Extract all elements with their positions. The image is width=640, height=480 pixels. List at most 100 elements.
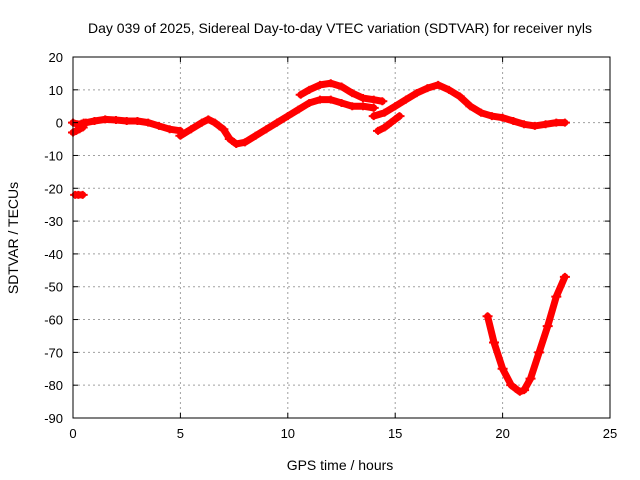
- data-point: [132, 116, 143, 125]
- series-arc-isolated: [70, 190, 88, 199]
- y-axis-label: SDTVAR / TECUs: [5, 182, 21, 294]
- data-point: [368, 103, 379, 112]
- x-tick-label: 5: [177, 426, 184, 441]
- series-layer: [68, 79, 570, 396]
- data-point: [143, 118, 154, 127]
- data-point: [293, 105, 304, 114]
- data-point: [209, 118, 220, 127]
- y-tick-label: 10: [49, 83, 63, 98]
- data-point: [385, 118, 396, 127]
- data-point: [304, 98, 315, 107]
- data-point: [239, 138, 250, 147]
- data-point: [357, 102, 368, 111]
- series-arc-main-2: [175, 95, 379, 148]
- series-line: [374, 112, 403, 135]
- data-point: [77, 190, 88, 199]
- ticks: 0 5 10 15 20 25 20 10 0 -10 -20 -30 -40 -50 -60 -70 -80 -…: [44, 50, 617, 441]
- data-point: [559, 118, 570, 127]
- data-point: [497, 364, 508, 373]
- series-line: [82, 115, 184, 135]
- data-point: [224, 135, 235, 144]
- data-point: [336, 98, 347, 107]
- data-point: [411, 89, 422, 98]
- x-axis-label: GPS time / hours: [287, 457, 394, 473]
- data-point: [433, 80, 444, 89]
- data-point: [422, 84, 433, 93]
- chart-title: Day 039 of 2025, Sidereal Day-to-day VTE…: [88, 20, 592, 36]
- data-point: [272, 118, 283, 127]
- data-point: [394, 112, 405, 121]
- data-point: [506, 381, 517, 390]
- data-point: [336, 82, 347, 91]
- data-point: [525, 374, 536, 383]
- data-point: [400, 95, 411, 104]
- data-point: [357, 94, 368, 103]
- y-tick-label: 20: [49, 50, 63, 65]
- x-tick-label: 10: [281, 426, 295, 441]
- y-tick-label: -20: [44, 181, 63, 196]
- data-point: [443, 85, 454, 94]
- data-point: [347, 102, 358, 111]
- data-point: [315, 95, 326, 104]
- x-tick-label: 25: [603, 426, 617, 441]
- data-point: [529, 121, 540, 130]
- data-point: [153, 121, 164, 130]
- data-point: [379, 108, 390, 117]
- plot-frame: [72, 56, 611, 419]
- data-point: [377, 97, 388, 106]
- y-tick-label: -80: [44, 378, 63, 393]
- series-arc-main-3: [368, 80, 570, 130]
- data-point: [110, 116, 121, 125]
- data-point: [390, 102, 401, 111]
- series-arc-dip: [482, 272, 570, 396]
- y-tick-label: 0: [56, 116, 63, 131]
- data-point: [186, 125, 197, 134]
- y-tick-label: -30: [44, 214, 63, 229]
- data-point: [100, 115, 111, 124]
- data-point: [551, 118, 562, 127]
- data-point: [519, 120, 530, 129]
- y-tick-label: -70: [44, 345, 63, 360]
- data-point: [368, 112, 379, 121]
- data-point: [519, 386, 530, 395]
- data-point: [325, 95, 336, 104]
- data-point: [315, 80, 326, 89]
- data-point: [540, 120, 551, 129]
- data-point: [89, 116, 100, 125]
- data-point: [489, 338, 500, 347]
- data-point: [203, 115, 214, 124]
- data-point: [368, 95, 379, 104]
- data-point: [282, 112, 293, 121]
- data-point: [465, 102, 476, 111]
- y-tick-label: -40: [44, 247, 63, 262]
- data-point: [476, 108, 487, 117]
- data-point: [231, 139, 242, 148]
- grid-lines: [73, 57, 610, 418]
- y-tick-label: -50: [44, 280, 63, 295]
- data-point: [454, 92, 465, 101]
- data-point: [347, 89, 358, 98]
- y-tick-label: -90: [44, 411, 63, 426]
- data-point: [295, 90, 306, 99]
- x-tick-label: 0: [69, 426, 76, 441]
- x-tick-label: 15: [388, 426, 402, 441]
- data-point: [551, 292, 562, 301]
- data-point: [196, 118, 207, 127]
- data-point: [497, 113, 508, 122]
- data-point: [261, 125, 272, 134]
- x-tick-label: 20: [495, 426, 509, 441]
- y-tick-label: -60: [44, 313, 63, 328]
- data-point: [379, 123, 390, 132]
- data-point: [559, 272, 570, 281]
- data-point: [482, 312, 493, 321]
- data-point: [534, 348, 545, 357]
- series-arc-mid-low: [373, 112, 405, 135]
- data-point: [164, 125, 175, 134]
- series-arc-upper: [295, 79, 388, 106]
- y-tick-label: -10: [44, 148, 63, 163]
- data-point: [218, 125, 229, 134]
- data-point: [121, 116, 132, 125]
- data-point: [304, 85, 315, 94]
- data-point: [250, 131, 261, 140]
